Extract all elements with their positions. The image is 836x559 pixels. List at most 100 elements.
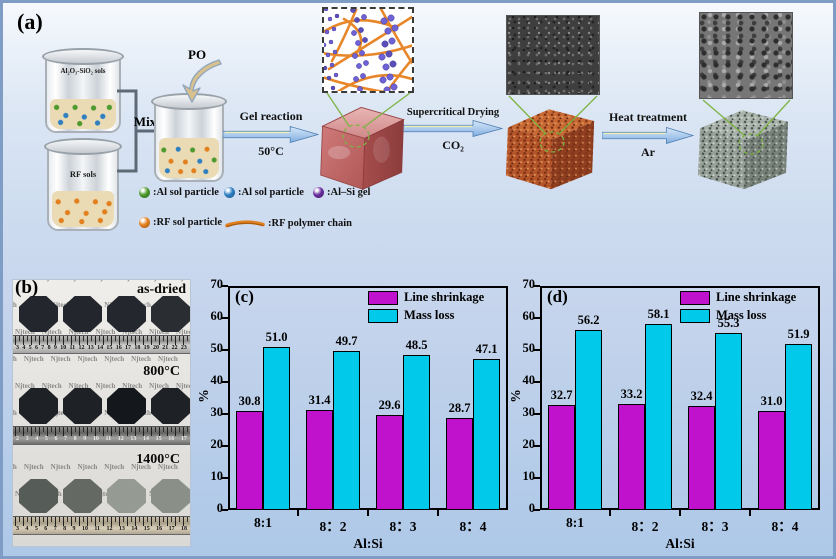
legend-label: :Al sol particle bbox=[153, 187, 219, 198]
bar-line-shrinkage bbox=[548, 405, 575, 510]
x-category-label: 8:1 bbox=[566, 515, 584, 530]
legend-item-rf-chain: :RF polymer chain bbox=[225, 217, 352, 229]
sample-octagon bbox=[107, 479, 146, 513]
sample-octagon bbox=[63, 479, 102, 513]
bar-line-shrinkage bbox=[376, 415, 403, 510]
gel-particle bbox=[326, 75, 332, 81]
x-category-label: 8：2 bbox=[319, 519, 347, 534]
y-tick-label: 40 bbox=[210, 373, 224, 387]
y-tick-mark bbox=[221, 349, 228, 351]
legend-swatch bbox=[680, 308, 710, 323]
polymer-strand bbox=[342, 17, 363, 59]
bar-value-label: 30.8 bbox=[238, 394, 261, 409]
gel-particle bbox=[391, 24, 399, 32]
beaker-alsi-sols: Al₂O₃-SiO₂ sols bbox=[42, 48, 124, 133]
y-tick-label: 20 bbox=[210, 437, 224, 451]
bar-value-label: 58.1 bbox=[647, 307, 670, 322]
gel-particle bbox=[327, 16, 333, 22]
watermark-text: Njtech Njtech Njtech Njtech Njtech Njtec… bbox=[15, 490, 190, 498]
step-title: Supercritical Drying bbox=[406, 107, 500, 118]
caption-1400c: 1400°C bbox=[136, 452, 180, 467]
gel-particle bbox=[333, 72, 339, 78]
gel-particle bbox=[386, 73, 394, 81]
gel-particle bbox=[324, 29, 330, 35]
x-tick-mark bbox=[437, 510, 439, 516]
gel-particle bbox=[381, 40, 389, 48]
sol-liquid bbox=[52, 191, 114, 227]
legend-label: :RF polymer chain bbox=[268, 217, 352, 229]
y-tick-label: 50 bbox=[522, 341, 536, 355]
y-tick-label: 70 bbox=[210, 277, 224, 291]
sample-octagon bbox=[63, 296, 102, 332]
legend-swatch bbox=[680, 290, 710, 305]
x-category-label: 8：4 bbox=[459, 519, 487, 534]
x-tick-mark bbox=[679, 510, 681, 516]
y-tick-mark bbox=[221, 509, 228, 511]
y-tick-mark bbox=[533, 509, 540, 511]
gel-particle bbox=[328, 39, 334, 45]
beaker-rim bbox=[42, 48, 124, 65]
gel-particle bbox=[357, 86, 363, 92]
bar-line-shrinkage bbox=[618, 403, 645, 510]
y-tick-mark bbox=[221, 285, 228, 287]
step-supercritical-drying: Supercritical Drying CO₂ bbox=[403, 107, 503, 153]
gel-particle bbox=[321, 42, 327, 48]
gel-particle bbox=[332, 49, 338, 55]
bar-mass-loss bbox=[403, 354, 430, 510]
gel-particle bbox=[383, 86, 391, 94]
sample-octagon bbox=[151, 388, 190, 424]
gel-particle bbox=[380, 17, 388, 25]
beaker-label: Al₂O₃-SiO₂ sols bbox=[60, 67, 106, 75]
gel-particle bbox=[390, 83, 398, 91]
right-arrow-icon bbox=[403, 120, 503, 137]
y-tick-mark bbox=[533, 381, 540, 383]
y-tick-label: 60 bbox=[210, 309, 224, 323]
y-axis-title: % bbox=[196, 389, 211, 403]
y-tick-mark bbox=[221, 413, 228, 415]
bar-line-shrinkage bbox=[446, 418, 473, 510]
sample-octagon bbox=[63, 388, 102, 424]
legend-label: :Al–Si gel bbox=[327, 187, 371, 198]
gel-particle bbox=[334, 13, 340, 19]
chart-panel-label: (c) bbox=[235, 287, 254, 306]
y-tick-mark bbox=[221, 381, 228, 383]
gel-particle bbox=[360, 73, 366, 79]
y-tick-mark bbox=[221, 317, 228, 319]
legend-label: Line shrinkage bbox=[404, 290, 485, 304]
y-tick-label: 30 bbox=[210, 405, 224, 419]
bar-value-label: 48.5 bbox=[405, 337, 428, 352]
gel-particle bbox=[361, 14, 367, 20]
y-tick-label: 0 bbox=[528, 501, 535, 515]
y-tick-label: 0 bbox=[216, 501, 223, 515]
gel-particle bbox=[359, 50, 365, 56]
y-tick-label: 20 bbox=[522, 437, 536, 451]
bar-value-label: 28.7 bbox=[448, 401, 471, 416]
bar-line-shrinkage bbox=[688, 406, 715, 510]
y-tick-label: 60 bbox=[522, 309, 536, 323]
gel-particle bbox=[330, 85, 336, 91]
ruler-numbers: 3 4 5 6 7 8 9 10 11 12 13 14 15 16 17 18 bbox=[16, 526, 187, 532]
y-tick-mark bbox=[533, 477, 540, 479]
aerogel-cube-gray bbox=[698, 110, 788, 190]
po-curved-arrow-icon bbox=[182, 59, 222, 103]
wet-gel-cube bbox=[320, 106, 405, 190]
gel-particle bbox=[382, 63, 390, 71]
sol-liquid bbox=[159, 138, 219, 178]
x-tick-mark bbox=[609, 510, 611, 516]
gel-particle bbox=[379, 76, 387, 84]
step-title: Gel reaction bbox=[239, 109, 303, 123]
beaker-rim bbox=[44, 138, 122, 155]
x-category-label: 8：2 bbox=[631, 519, 659, 534]
watermark-text: Njtech Njtech Njtech Njtech Njtech Njtec… bbox=[15, 328, 190, 336]
sample-octagon bbox=[107, 388, 146, 424]
legend-row: Mass loss bbox=[680, 308, 818, 323]
gel-particle bbox=[363, 60, 369, 66]
bar-mass-loss bbox=[333, 350, 360, 510]
sample-octagon bbox=[19, 388, 58, 424]
sol-liquid bbox=[50, 99, 116, 129]
gel-particle bbox=[358, 27, 364, 33]
y-tick-label: 40 bbox=[522, 373, 536, 387]
green-sphere-icon bbox=[139, 187, 150, 198]
x-category-label: 8：3 bbox=[389, 519, 417, 534]
